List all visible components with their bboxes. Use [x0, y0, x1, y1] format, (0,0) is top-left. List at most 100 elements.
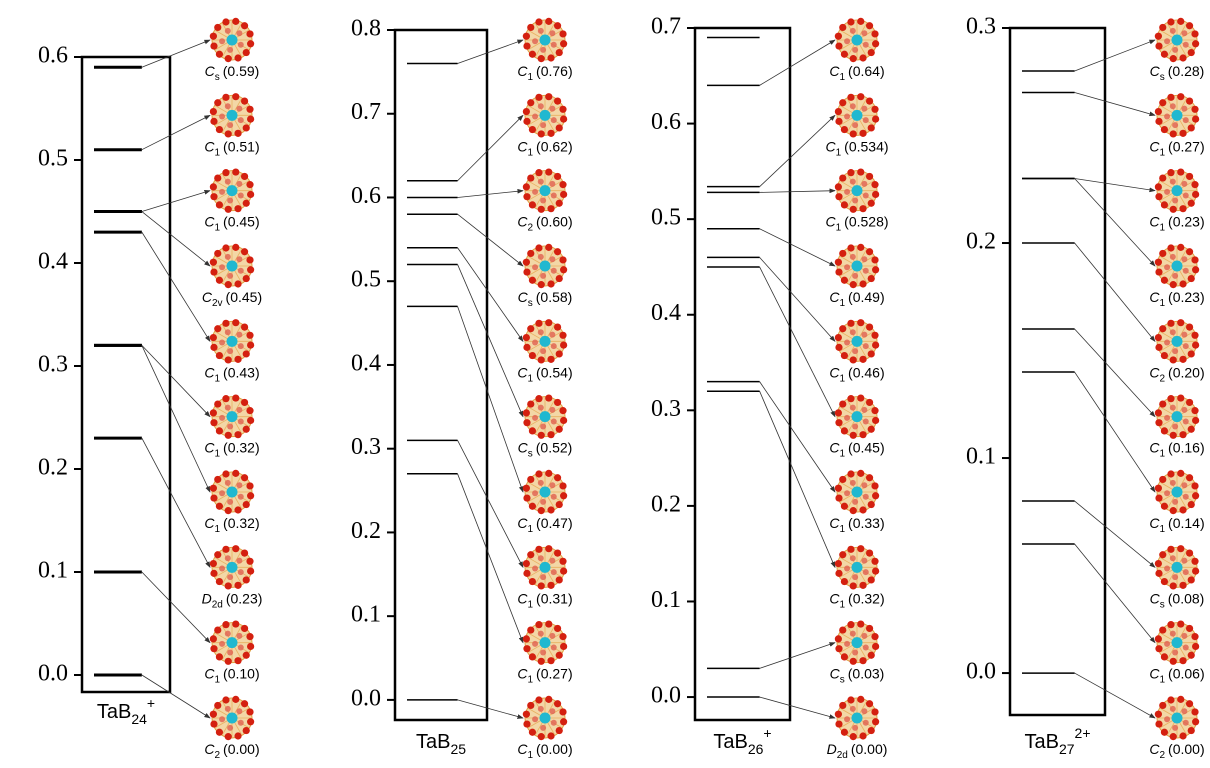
boron-atom — [1177, 243, 1185, 251]
boron-atom — [549, 30, 556, 37]
boron-atom — [540, 272, 547, 279]
structure-label: D2d (0.00) — [827, 741, 888, 761]
boron-atom — [844, 264, 851, 271]
connector — [141, 39, 211, 68]
boron-atom — [867, 500, 875, 509]
boron-atom — [1182, 267, 1189, 274]
boron-atom — [1160, 728, 1169, 736]
structure-label: C1 (0.46) — [829, 364, 884, 384]
boron-atom — [214, 249, 222, 258]
boron-atom — [210, 268, 218, 276]
boron-atom — [1185, 97, 1194, 105]
boron-atom — [1179, 129, 1187, 137]
boron-atom — [1155, 268, 1163, 276]
boron-atom — [550, 192, 557, 199]
y-tick-label: 0.4 — [38, 249, 68, 275]
boron-atom — [224, 27, 231, 34]
connector — [759, 696, 836, 719]
boron-atom — [861, 30, 868, 37]
energy-label: (0.23) — [1168, 214, 1205, 230]
boron-atom — [857, 168, 865, 176]
boron-atom — [535, 319, 543, 327]
boron-atom — [537, 657, 545, 665]
point-group-sub: 2 — [1159, 750, 1165, 761]
boron-atom — [1187, 350, 1195, 358]
boron-atom — [246, 256, 254, 264]
boron-atom — [224, 178, 231, 185]
boron-atom — [872, 266, 880, 274]
tantalum-atom — [226, 561, 238, 573]
boron-atom — [852, 197, 859, 204]
boron-atom — [523, 494, 531, 502]
boron-atom — [1160, 125, 1169, 134]
structure-label: Cs (0.52) — [518, 440, 573, 460]
boron-atom — [209, 258, 217, 266]
boron-atom — [834, 710, 842, 718]
tantalum-atom — [1171, 637, 1183, 649]
boron-atom — [1192, 642, 1200, 651]
boron-atom — [847, 169, 855, 177]
frame — [393, 28, 489, 722]
boron-atom — [234, 657, 242, 665]
boron-atom — [528, 276, 537, 284]
boron-atom — [1169, 431, 1177, 439]
boron-atom — [1179, 732, 1187, 740]
cluster-icon — [1154, 168, 1200, 213]
boron-atom — [224, 404, 231, 411]
boron-atom — [859, 581, 867, 589]
y-tick-label: 0.0 — [966, 659, 996, 685]
x-label-sup: + — [763, 725, 771, 741]
boron-atom — [214, 400, 222, 408]
boron-atom — [209, 107, 217, 116]
point-group-sub: 2d — [212, 599, 223, 610]
boron-atom — [1155, 42, 1163, 50]
connector — [1074, 543, 1156, 644]
boron-atom — [835, 569, 843, 577]
boron-atom — [1182, 644, 1189, 651]
boron-atom — [246, 633, 254, 641]
cluster-icon — [209, 17, 255, 63]
boron-atom — [1191, 633, 1199, 641]
boron-atom — [840, 50, 849, 58]
boron-atom — [1159, 701, 1167, 710]
connector — [141, 231, 211, 343]
y-tick-label: 0.4 — [351, 350, 381, 376]
boron-atom — [1169, 657, 1177, 665]
boron-atom — [1177, 545, 1185, 553]
boron-atom — [537, 733, 545, 741]
boron-atom — [545, 319, 553, 327]
structure-label: C1 (0.10) — [204, 666, 259, 686]
point-group: C — [517, 214, 528, 230]
connector — [457, 114, 524, 182]
boron-atom — [1191, 256, 1199, 264]
boron-atom — [1159, 475, 1167, 484]
cluster-icon — [522, 168, 568, 213]
boron-atom — [227, 574, 234, 581]
boron-atom — [242, 500, 250, 509]
boron-atom — [849, 205, 857, 213]
boron-atom — [528, 201, 537, 209]
boron-atom — [219, 640, 226, 647]
boron-atom — [535, 395, 543, 403]
tantalum-atom — [226, 109, 238, 121]
boron-atom — [1181, 708, 1188, 715]
boron-atom — [849, 507, 857, 515]
boron-atom — [1159, 249, 1167, 258]
boron-atom — [1192, 416, 1200, 425]
boron-atom — [1154, 183, 1162, 191]
boron-atom — [835, 117, 843, 125]
point-group: C — [829, 364, 840, 380]
y-tick-label: 0.2 — [966, 229, 996, 255]
boron-atom — [849, 253, 856, 260]
boron-atom — [236, 632, 243, 639]
tantalum-atom — [226, 335, 238, 347]
point-group: D — [202, 590, 212, 606]
boron-atom — [1172, 272, 1179, 279]
boron-atom — [872, 190, 880, 199]
cluster-icon — [209, 394, 255, 439]
boron-atom — [1192, 567, 1200, 575]
point-group: C — [829, 440, 840, 456]
boron-atom — [1169, 356, 1177, 364]
connector — [141, 345, 211, 493]
tantalum-atom — [226, 34, 238, 46]
